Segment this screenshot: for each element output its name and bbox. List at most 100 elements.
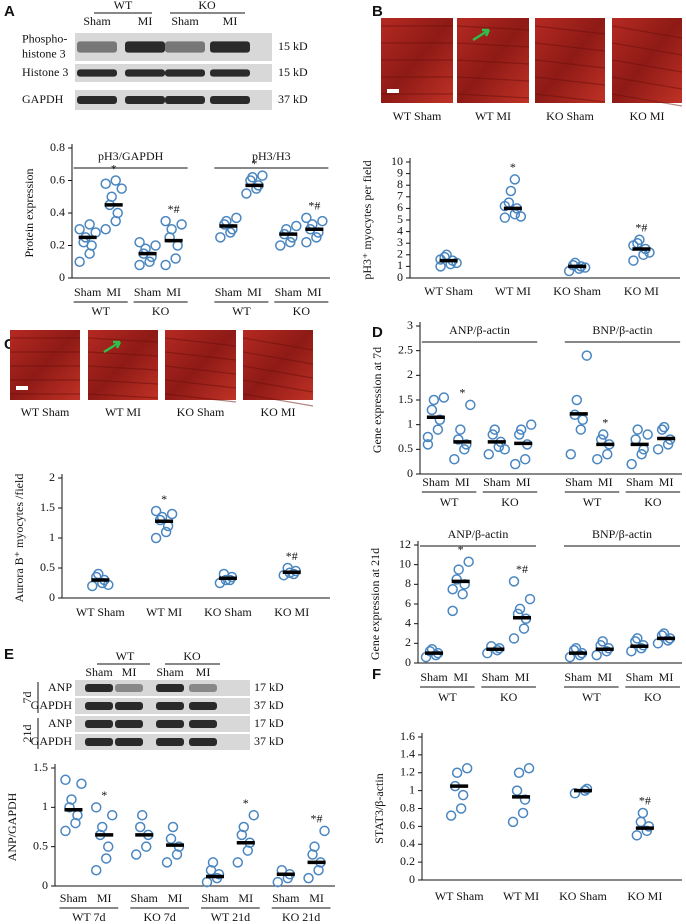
y-tick-label: 2 bbox=[49, 470, 55, 484]
data-point bbox=[110, 175, 121, 186]
data-point bbox=[515, 424, 527, 435]
blot-group: WT bbox=[116, 649, 135, 663]
data-point bbox=[213, 868, 225, 880]
data-point bbox=[441, 249, 452, 261]
panel-letter: B bbox=[372, 3, 383, 20]
blot-row-label: histone 3 bbox=[22, 46, 66, 60]
data-point bbox=[303, 872, 314, 884]
y-tick-label: 8 bbox=[397, 177, 403, 191]
data-point bbox=[508, 633, 520, 644]
y-tick-label: 3 bbox=[407, 318, 413, 332]
image-label: KO MI bbox=[630, 109, 665, 123]
data-point bbox=[626, 645, 637, 657]
y-tick-label: 1.6 bbox=[400, 729, 415, 743]
data-point bbox=[453, 564, 464, 575]
data-point bbox=[602, 449, 613, 460]
x-tick-label: KO MI bbox=[627, 889, 662, 903]
y-tick-label: 0 bbox=[49, 590, 55, 604]
x-tick-label: MI bbox=[309, 891, 324, 905]
y-tick-label: 1.4 bbox=[400, 747, 415, 761]
y-tick-label: 1 bbox=[407, 416, 413, 430]
y-tick-label: 0.5 bbox=[398, 441, 413, 455]
data-point bbox=[581, 783, 593, 795]
data-point bbox=[569, 788, 581, 799]
blot-lane: MI bbox=[223, 14, 238, 28]
data-point bbox=[424, 645, 436, 657]
data-point bbox=[565, 449, 577, 460]
data-point bbox=[656, 424, 668, 435]
scale-bar bbox=[16, 386, 28, 390]
blot-lane: Sham bbox=[83, 14, 111, 28]
blot-row-label: GAPDH bbox=[31, 698, 73, 712]
data-point bbox=[570, 643, 582, 654]
y-axis-label: Gene expression at 21d bbox=[368, 548, 382, 660]
annotation: *# bbox=[286, 549, 298, 563]
y-tick-label: 2 bbox=[407, 367, 413, 381]
y-tick-label: 0 bbox=[42, 878, 48, 892]
x-tick-label: KO Sham bbox=[553, 284, 601, 298]
tissue-texture bbox=[242, 337, 314, 351]
y-tick-label: 1 bbox=[42, 799, 48, 813]
subgroup-label: KO bbox=[501, 495, 519, 509]
data-point bbox=[165, 833, 177, 845]
blot-band bbox=[165, 69, 205, 77]
data-point bbox=[449, 453, 460, 465]
image-label: WT MI bbox=[475, 109, 511, 123]
data-point bbox=[459, 444, 470, 455]
tissue-texture bbox=[87, 337, 159, 343]
data-point bbox=[632, 424, 643, 435]
data-point bbox=[453, 434, 464, 445]
data-point bbox=[220, 574, 232, 586]
x-tick-label: Sham bbox=[60, 891, 88, 905]
tissue-texture bbox=[87, 351, 159, 357]
x-tick-label: MI bbox=[238, 891, 253, 905]
tissue-texture bbox=[456, 76, 530, 82]
y-tick-label: 0.8 bbox=[50, 140, 65, 154]
data-point bbox=[238, 821, 250, 833]
x-tick-label: MI bbox=[166, 285, 181, 299]
blot-lane: MI bbox=[196, 665, 211, 679]
blot-row-label: ANP bbox=[48, 680, 72, 694]
x-tick-label: MI bbox=[598, 475, 613, 489]
data-point bbox=[241, 188, 252, 199]
y-tick-label: 0.5 bbox=[40, 560, 55, 574]
tissue-image bbox=[243, 330, 313, 400]
data-point bbox=[434, 414, 446, 425]
data-point bbox=[634, 234, 645, 245]
data-point bbox=[518, 623, 530, 634]
tissue-image bbox=[535, 18, 605, 103]
x-tick-label: MI bbox=[455, 475, 470, 489]
data-point bbox=[514, 603, 526, 615]
data-point bbox=[658, 421, 670, 433]
blot-band bbox=[210, 96, 250, 104]
image-label: KO Sham bbox=[546, 109, 594, 123]
data-point bbox=[100, 853, 112, 864]
blot-size: 15 kD bbox=[278, 39, 308, 53]
data-point bbox=[130, 849, 142, 860]
blot-band bbox=[115, 684, 143, 692]
data-point bbox=[461, 439, 472, 450]
x-tick-label: Sham bbox=[626, 670, 654, 684]
data-point bbox=[64, 802, 75, 813]
data-point bbox=[432, 424, 444, 435]
blot-band bbox=[156, 720, 184, 728]
data-point bbox=[116, 183, 127, 194]
x-tick-label: MI bbox=[659, 475, 674, 489]
tissue-texture bbox=[534, 42, 606, 52]
subgroup-label: KO bbox=[644, 690, 662, 704]
data-point bbox=[76, 778, 87, 789]
data-point bbox=[592, 453, 603, 465]
blot-time: 7d bbox=[20, 692, 34, 704]
y-tick-label: 1.5 bbox=[33, 760, 48, 774]
blot-band bbox=[125, 96, 165, 104]
y-tick-label: 0.2 bbox=[400, 854, 415, 868]
data-point bbox=[463, 556, 474, 567]
blot-size: 37 kD bbox=[254, 734, 284, 748]
y-tick-label: 2.5 bbox=[398, 342, 413, 356]
data-point bbox=[291, 220, 302, 232]
tissue-texture bbox=[456, 93, 530, 99]
blot-band bbox=[77, 69, 117, 77]
y-tick-label: 1.5 bbox=[398, 392, 413, 406]
y-tick-label: 1 bbox=[49, 530, 55, 544]
data-point bbox=[87, 580, 98, 592]
